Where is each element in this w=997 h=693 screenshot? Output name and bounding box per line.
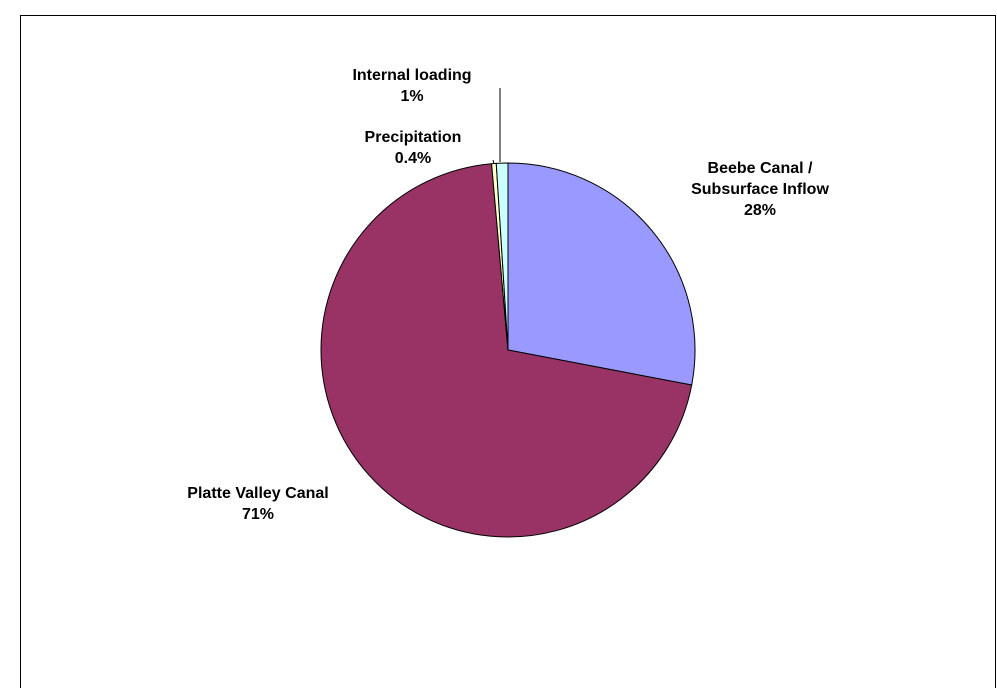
- data-label-percent: 0.4%: [395, 150, 431, 167]
- data-label-percent: 1%: [400, 88, 423, 105]
- data-label-percent: 71%: [242, 506, 274, 523]
- data-label-name: Internal loading: [352, 67, 471, 84]
- data-label-name: Precipitation: [365, 129, 462, 146]
- data-label-percent: 28%: [744, 202, 776, 219]
- data-label-name: Beebe Canal /: [708, 160, 813, 177]
- data-label-name: Subsurface Inflow: [691, 181, 829, 198]
- slices-layer: [321, 163, 695, 537]
- data-label-name: Platte Valley Canal: [187, 485, 328, 502]
